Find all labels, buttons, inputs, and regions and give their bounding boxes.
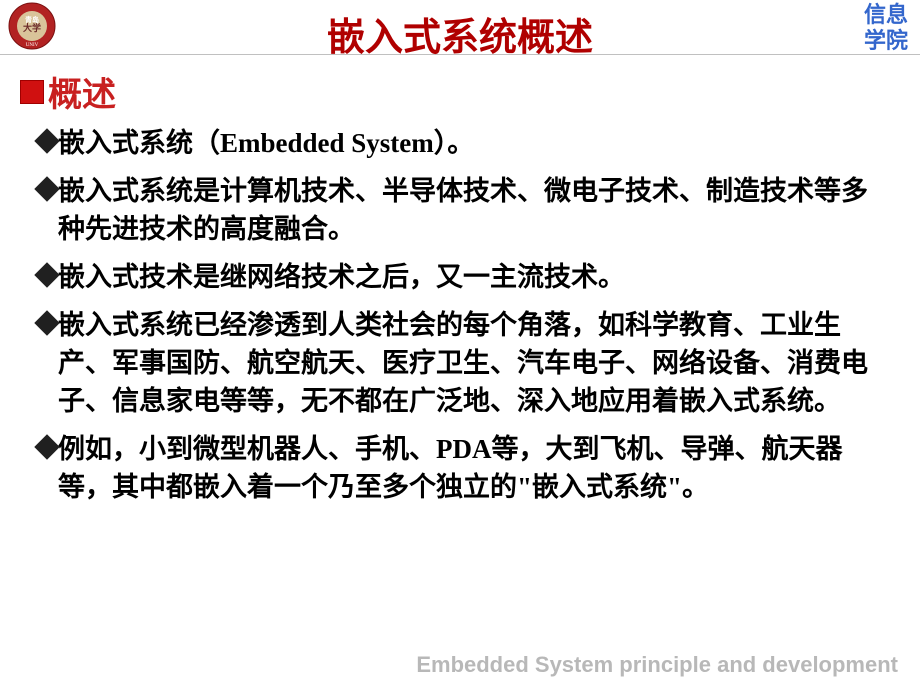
diamond-bullet-icon [34, 176, 59, 201]
department-label: 信息 学院 [864, 2, 908, 54]
slide-content: 嵌入式系统（Embedded System）。 嵌入式系统是计算机技术、半导体技… [0, 124, 920, 506]
bullet-item: 嵌入式系统是计算机技术、半导体技术、微电子技术、制造技术等多种先进技术的高度融合… [38, 172, 890, 248]
section-title: 概述 [48, 67, 116, 116]
bullet-text: 嵌入式系统（Embedded System）。 [58, 124, 890, 162]
bullet-text: 嵌入式技术是继网络技术之后，又一主流技术。 [58, 258, 890, 296]
bullet-text: 嵌入式系统已经渗透到人类社会的每个角落，如科学教育、工业生产、军事国防、航空航天… [58, 306, 890, 420]
dept-line-1: 信息 [864, 2, 908, 28]
bullet-item: 嵌入式系统（Embedded System）。 [38, 124, 890, 162]
slide-title: 嵌入式系统概述 [0, 6, 920, 61]
diamond-bullet-icon [34, 434, 59, 459]
square-bullet-icon [20, 80, 44, 104]
bullet-item: 嵌入式技术是继网络技术之后，又一主流技术。 [38, 258, 890, 296]
diamond-bullet-icon [34, 128, 59, 153]
bullet-text: 例如，小到微型机器人、手机、PDA等，大到飞机、导弹、航天器等，其中都嵌入着一个… [58, 430, 890, 506]
section-heading: 概述 [20, 67, 920, 116]
bullet-item: 例如，小到微型机器人、手机、PDA等，大到飞机、导弹、航天器等，其中都嵌入着一个… [38, 430, 890, 506]
slide-header: 青岛 UNIV 大学 嵌入式系统概述 信息 学院 [0, 0, 920, 55]
dept-line-2: 学院 [864, 28, 908, 54]
bullet-text: 嵌入式系统是计算机技术、半导体技术、微电子技术、制造技术等多种先进技术的高度融合… [58, 172, 890, 248]
slide-footer: Embedded System principle and developmen… [416, 652, 898, 678]
diamond-bullet-icon [34, 262, 59, 287]
diamond-bullet-icon [34, 310, 59, 335]
bullet-item: 嵌入式系统已经渗透到人类社会的每个角落，如科学教育、工业生产、军事国防、航空航天… [38, 306, 890, 420]
